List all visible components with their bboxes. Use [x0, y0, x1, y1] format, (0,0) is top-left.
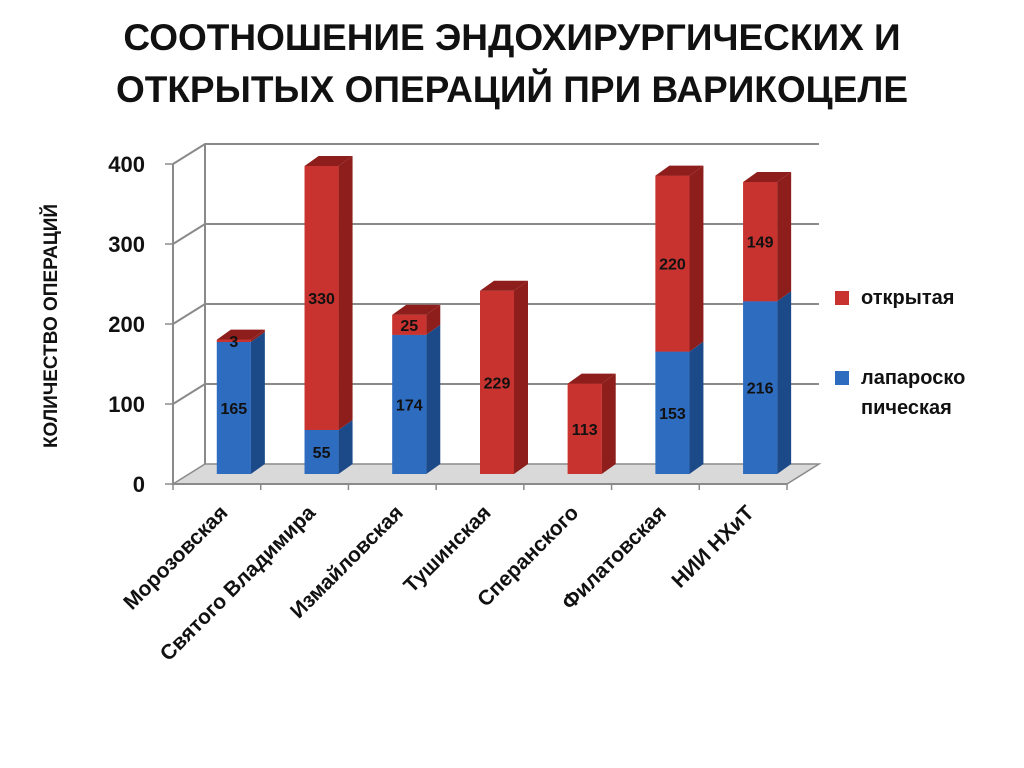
x-category-label: Тушинская [399, 501, 495, 597]
bar-top-open [392, 304, 441, 315]
bar-5: 153 220 [655, 165, 704, 474]
bar-segment-shade-open [480, 290, 514, 474]
bar-segment-shade-open [567, 383, 602, 474]
legend-item-laparoscopic: лапароско пическая [835, 363, 1010, 423]
bar-top-open [216, 329, 265, 340]
data-label-open: 3 [229, 334, 238, 351]
bar-top-open [655, 165, 704, 176]
bar-segment-shade-lap [743, 301, 778, 474]
bar-1: 55 330 [304, 156, 353, 474]
bar-segment-shade-lap [216, 342, 251, 474]
x-category-label: НИИ НХиТ [667, 501, 758, 592]
y-axis-title: КОЛИЧЕСТВО ОПЕРАЦИЙ [40, 204, 62, 448]
bar-side-open [689, 165, 704, 352]
bar-side-open [601, 373, 616, 474]
legend-label-laparoscopic-line-2: пическая [861, 397, 952, 419]
y-tick-label-100: 100 [108, 392, 145, 417]
data-label-lap: 216 [747, 381, 774, 398]
bar-side-open [250, 329, 265, 342]
bar-side-lap [777, 291, 792, 474]
y-tick-label-400: 400 [108, 152, 145, 177]
bar-side-lap [250, 332, 265, 474]
bar-side-open [514, 280, 528, 474]
bar-side-open [338, 156, 353, 430]
y-tick-label-0: 0 [133, 472, 145, 497]
data-label-open: 25 [400, 318, 418, 335]
bar-top-open [304, 156, 353, 166]
data-label-open: 220 [659, 257, 686, 274]
bar-top-open [480, 280, 528, 291]
gridline-400 [172, 143, 819, 165]
data-label-open: 149 [747, 235, 774, 252]
bar-3: 229 [480, 280, 528, 474]
bar-segment-shade-open [743, 182, 778, 302]
chart-title: СООТНОШЕНИЕ ЭНДОХИРУРГИЧЕСКИХ И ОТКРЫТЫХ… [0, 12, 1024, 116]
chart-title-line-2: ОТКРЫТЫХ ОПЕРАЦИЙ ПРИ ВАРИКОЦЕЛЕ [115, 69, 909, 110]
bar-segment-shade-lap [655, 351, 690, 474]
bar-segment-shade-lap [304, 430, 339, 474]
bar-side-lap [426, 324, 441, 474]
chart-title-line-1: СООТНОШЕНИЕ ЭНДОХИРУРГИЧЕСКИХ И [123, 17, 901, 58]
bar-side-lap [689, 341, 704, 474]
legend-label-laparoscopic-line-1: лапароско [861, 367, 966, 389]
bar-2: 174 25 [392, 304, 441, 474]
bar-segment-shade-open [392, 314, 427, 335]
bar-segment-shade-open [655, 175, 690, 352]
bar-segment-shade-lap [392, 334, 427, 474]
data-label-open: 229 [484, 375, 511, 392]
bar-top-open [567, 373, 616, 384]
bar-segment-shade-open [304, 166, 339, 430]
y-tick-label-200: 200 [108, 312, 145, 337]
x-category-label: Святого Владимира [156, 501, 321, 666]
data-label-lap: 153 [659, 406, 686, 423]
bar-6: 216 149 [743, 172, 792, 474]
data-label-lap: 165 [221, 401, 248, 418]
legend-label-open: открытая [861, 287, 955, 309]
bar-4: 113 [567, 373, 616, 474]
legend-swatch-open [835, 291, 849, 305]
data-label-lap: 55 [313, 445, 331, 462]
legend-swatch-laparoscopic [835, 371, 849, 385]
bar-side-lap [338, 420, 353, 474]
bar-side-open [777, 172, 792, 302]
data-label-lap: 174 [396, 397, 423, 414]
legend-item-open: открытая [835, 283, 1010, 313]
gridline-300 [172, 223, 819, 245]
legend: открытая лапароско пическая [835, 283, 1010, 423]
data-label-open: 113 [572, 422, 598, 439]
bar-top-open [743, 172, 792, 182]
y-tick-label-300: 300 [108, 232, 145, 257]
bar-segment-shade-open [216, 339, 251, 342]
data-label-open: 330 [308, 291, 335, 308]
